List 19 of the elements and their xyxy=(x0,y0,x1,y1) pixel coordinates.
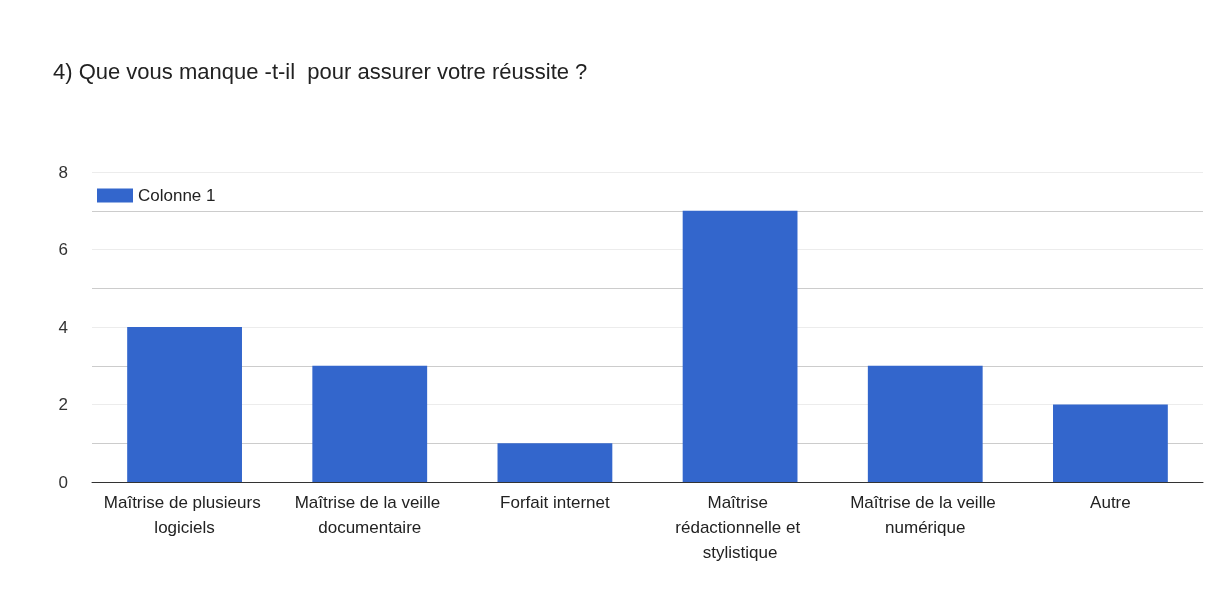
chart-title: 4) Que vous manque -t-il pour assurer votre réussite ? xyxy=(53,58,588,84)
x-tick-label: Maîtrise de la veille documentaire xyxy=(294,493,445,537)
x-tick-label: Maîtrise rédactionnelle et stylistique xyxy=(675,493,805,562)
bar xyxy=(127,327,242,482)
bar xyxy=(682,210,798,482)
y-tick-label: 2 xyxy=(58,395,68,414)
legend-label: Colonne 1 xyxy=(138,186,216,205)
bar xyxy=(312,365,428,482)
y-tick-label: 6 xyxy=(58,240,68,259)
x-tick-label: Maîtrise de la veille numérique xyxy=(850,493,1001,537)
y-tick-label: 4 xyxy=(58,317,68,337)
y-tick-label: 8 xyxy=(58,162,68,182)
bar xyxy=(497,443,613,482)
y-tick-label: 0 xyxy=(58,472,68,492)
x-tick-label: Forfait internet xyxy=(500,493,610,512)
x-tick-label: Maîtrise de plusieurs logiciels xyxy=(103,493,266,537)
x-tick-label: Autre xyxy=(1090,493,1131,512)
bar xyxy=(867,365,983,482)
bar xyxy=(1053,404,1168,482)
